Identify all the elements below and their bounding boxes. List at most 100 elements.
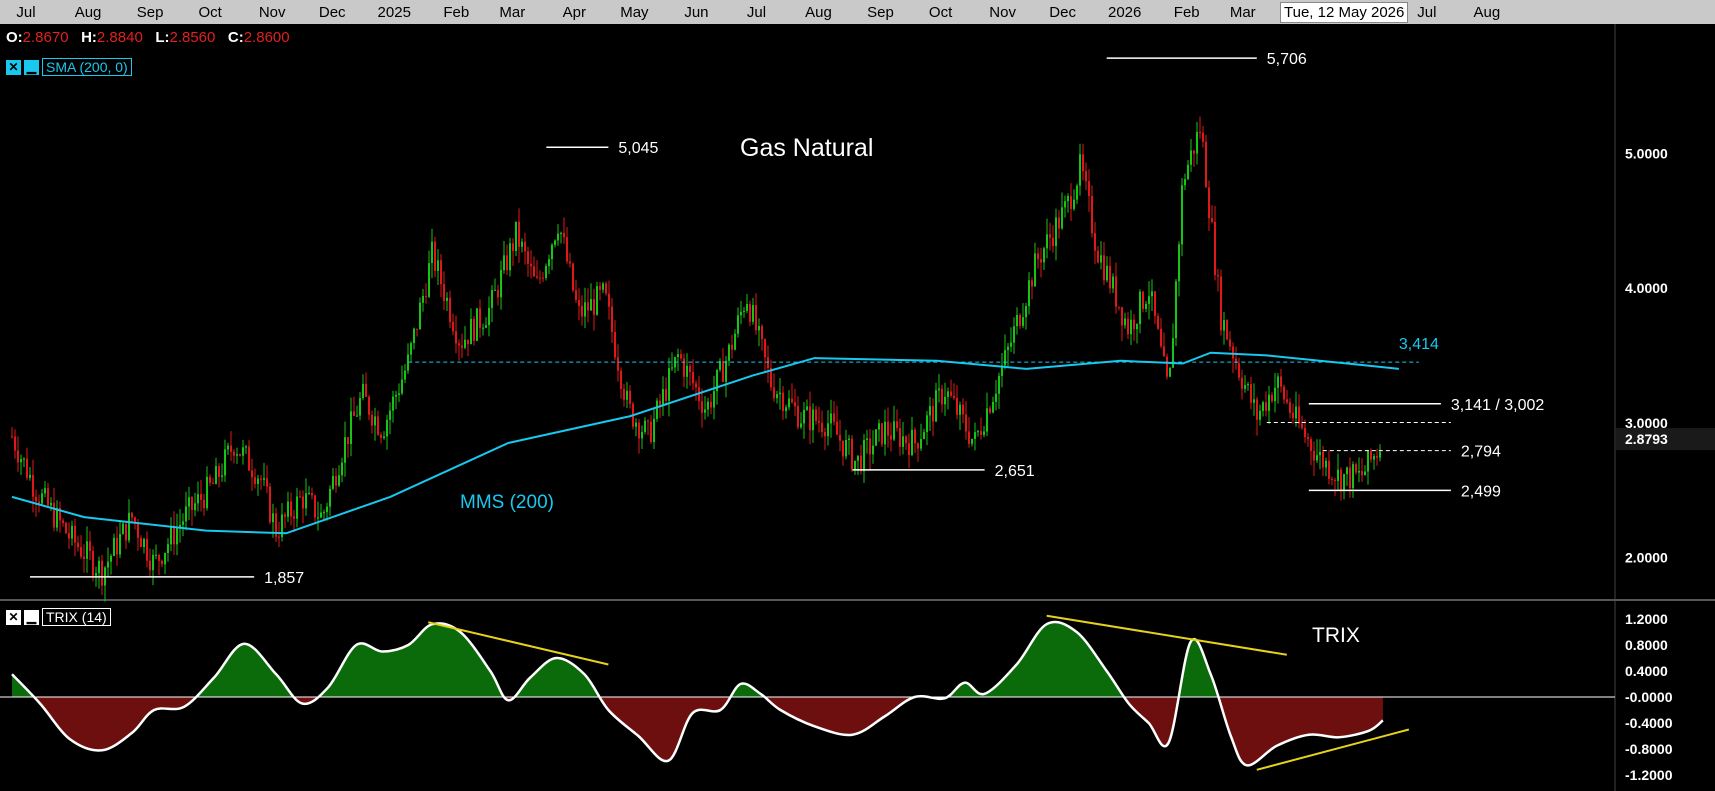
candle-down (1304, 427, 1307, 438)
candle-up (725, 360, 728, 382)
trix-indicator-label[interactable]: TRIX (14) (42, 608, 111, 626)
candle-down (821, 422, 824, 432)
candle-up (878, 423, 881, 430)
candle-up (476, 308, 479, 341)
time-axis-label: Jul (1417, 4, 1437, 21)
candle-down (239, 454, 242, 456)
candle-up (281, 514, 284, 538)
minimize-icon[interactable]: ▁ (24, 609, 39, 625)
candle-down (749, 303, 752, 322)
candle-up (944, 396, 947, 405)
candle-down (230, 445, 233, 452)
candle-down (1205, 141, 1208, 188)
price-axis-tick: 4.0000 (1625, 280, 1668, 296)
candle-up (1178, 244, 1181, 282)
candle-up (785, 407, 788, 412)
candle-up (41, 493, 44, 504)
close-icon[interactable]: ✕ (6, 59, 21, 75)
candle-up (557, 233, 560, 241)
time-axis-label: Dec (318, 4, 346, 21)
candle-down (59, 507, 62, 521)
candle-up (1124, 318, 1127, 326)
candle-up (548, 259, 551, 267)
candle-up (1001, 365, 1004, 376)
candle-down (11, 436, 14, 438)
candle-up (935, 390, 938, 422)
candle-up (947, 391, 950, 397)
trix-axis-tick: 0.4000 (1625, 663, 1668, 679)
close-icon[interactable]: ✕ (6, 609, 21, 625)
candle-down (1085, 171, 1088, 182)
candle-down (311, 493, 314, 496)
candle-up (386, 419, 389, 437)
candle-up (500, 270, 503, 298)
candle-down (473, 318, 476, 341)
level-label: 2,499 (1461, 483, 1501, 500)
candle-up (509, 243, 512, 271)
candle-down (881, 423, 884, 445)
candle-up (974, 432, 977, 439)
candle-up (1262, 402, 1265, 411)
candle-down (1310, 439, 1313, 451)
candle-down (869, 438, 872, 455)
candle-down (1283, 386, 1286, 400)
sma-indicator-label[interactable]: SMA (200, 0) (42, 58, 132, 76)
candle-up (317, 517, 320, 519)
candle-up (992, 401, 995, 413)
candle-up (1004, 350, 1007, 366)
candle-up (752, 305, 755, 322)
level-label: 5,045 (618, 140, 658, 157)
candle-up (446, 297, 449, 301)
candle-up (911, 429, 914, 456)
candle-down (824, 431, 827, 437)
candle-up (482, 327, 485, 329)
candle-down (458, 343, 461, 346)
candle-down (1361, 471, 1364, 476)
candle-down (1289, 402, 1292, 413)
minimize-icon[interactable]: ▁ (24, 59, 39, 75)
candle-down (770, 368, 773, 388)
candle-up (848, 438, 851, 441)
candle-up (350, 411, 353, 445)
candle-down (512, 243, 515, 252)
candle-up (734, 333, 737, 350)
candle-down (284, 514, 287, 517)
candle-down (809, 406, 812, 431)
time-axis[interactable]: Jul Aug Sep Oct Nov Dec 2025 Feb Mar Apr May Jun Jul… (0, 0, 1715, 24)
candle-down (335, 475, 338, 486)
candle-down (611, 306, 614, 333)
candle-down (1094, 233, 1097, 251)
candle-down (908, 443, 911, 456)
candle-up (971, 438, 974, 444)
candle-up (431, 241, 434, 264)
time-axis-label: May (620, 4, 649, 21)
candle-up (185, 506, 188, 522)
candle-up (221, 475, 224, 477)
candle-down (1313, 450, 1316, 461)
candle-up (671, 367, 674, 369)
candle-up (998, 375, 1001, 394)
candle-down (968, 431, 971, 444)
candle-up (170, 525, 173, 545)
candle-up (515, 221, 518, 252)
candle-down (77, 542, 80, 548)
candle-down (455, 331, 458, 344)
candle-down (1250, 384, 1253, 403)
candle-down (1037, 253, 1040, 260)
candle-up (1064, 201, 1067, 208)
candle-down (950, 391, 953, 396)
candle-down (608, 293, 611, 307)
candle-up (1190, 150, 1193, 165)
candle-down (461, 345, 464, 348)
candle-down (161, 560, 164, 565)
candle-up (332, 475, 335, 489)
trix-axis-tick: -0.4000 (1625, 715, 1673, 731)
candle-up (1010, 342, 1013, 347)
candle-down (101, 560, 104, 586)
candle-up (704, 409, 707, 413)
candle-up (308, 493, 311, 495)
candle-down (1166, 356, 1169, 377)
trix-trendline (1046, 614, 1287, 656)
candle-up (854, 460, 857, 470)
